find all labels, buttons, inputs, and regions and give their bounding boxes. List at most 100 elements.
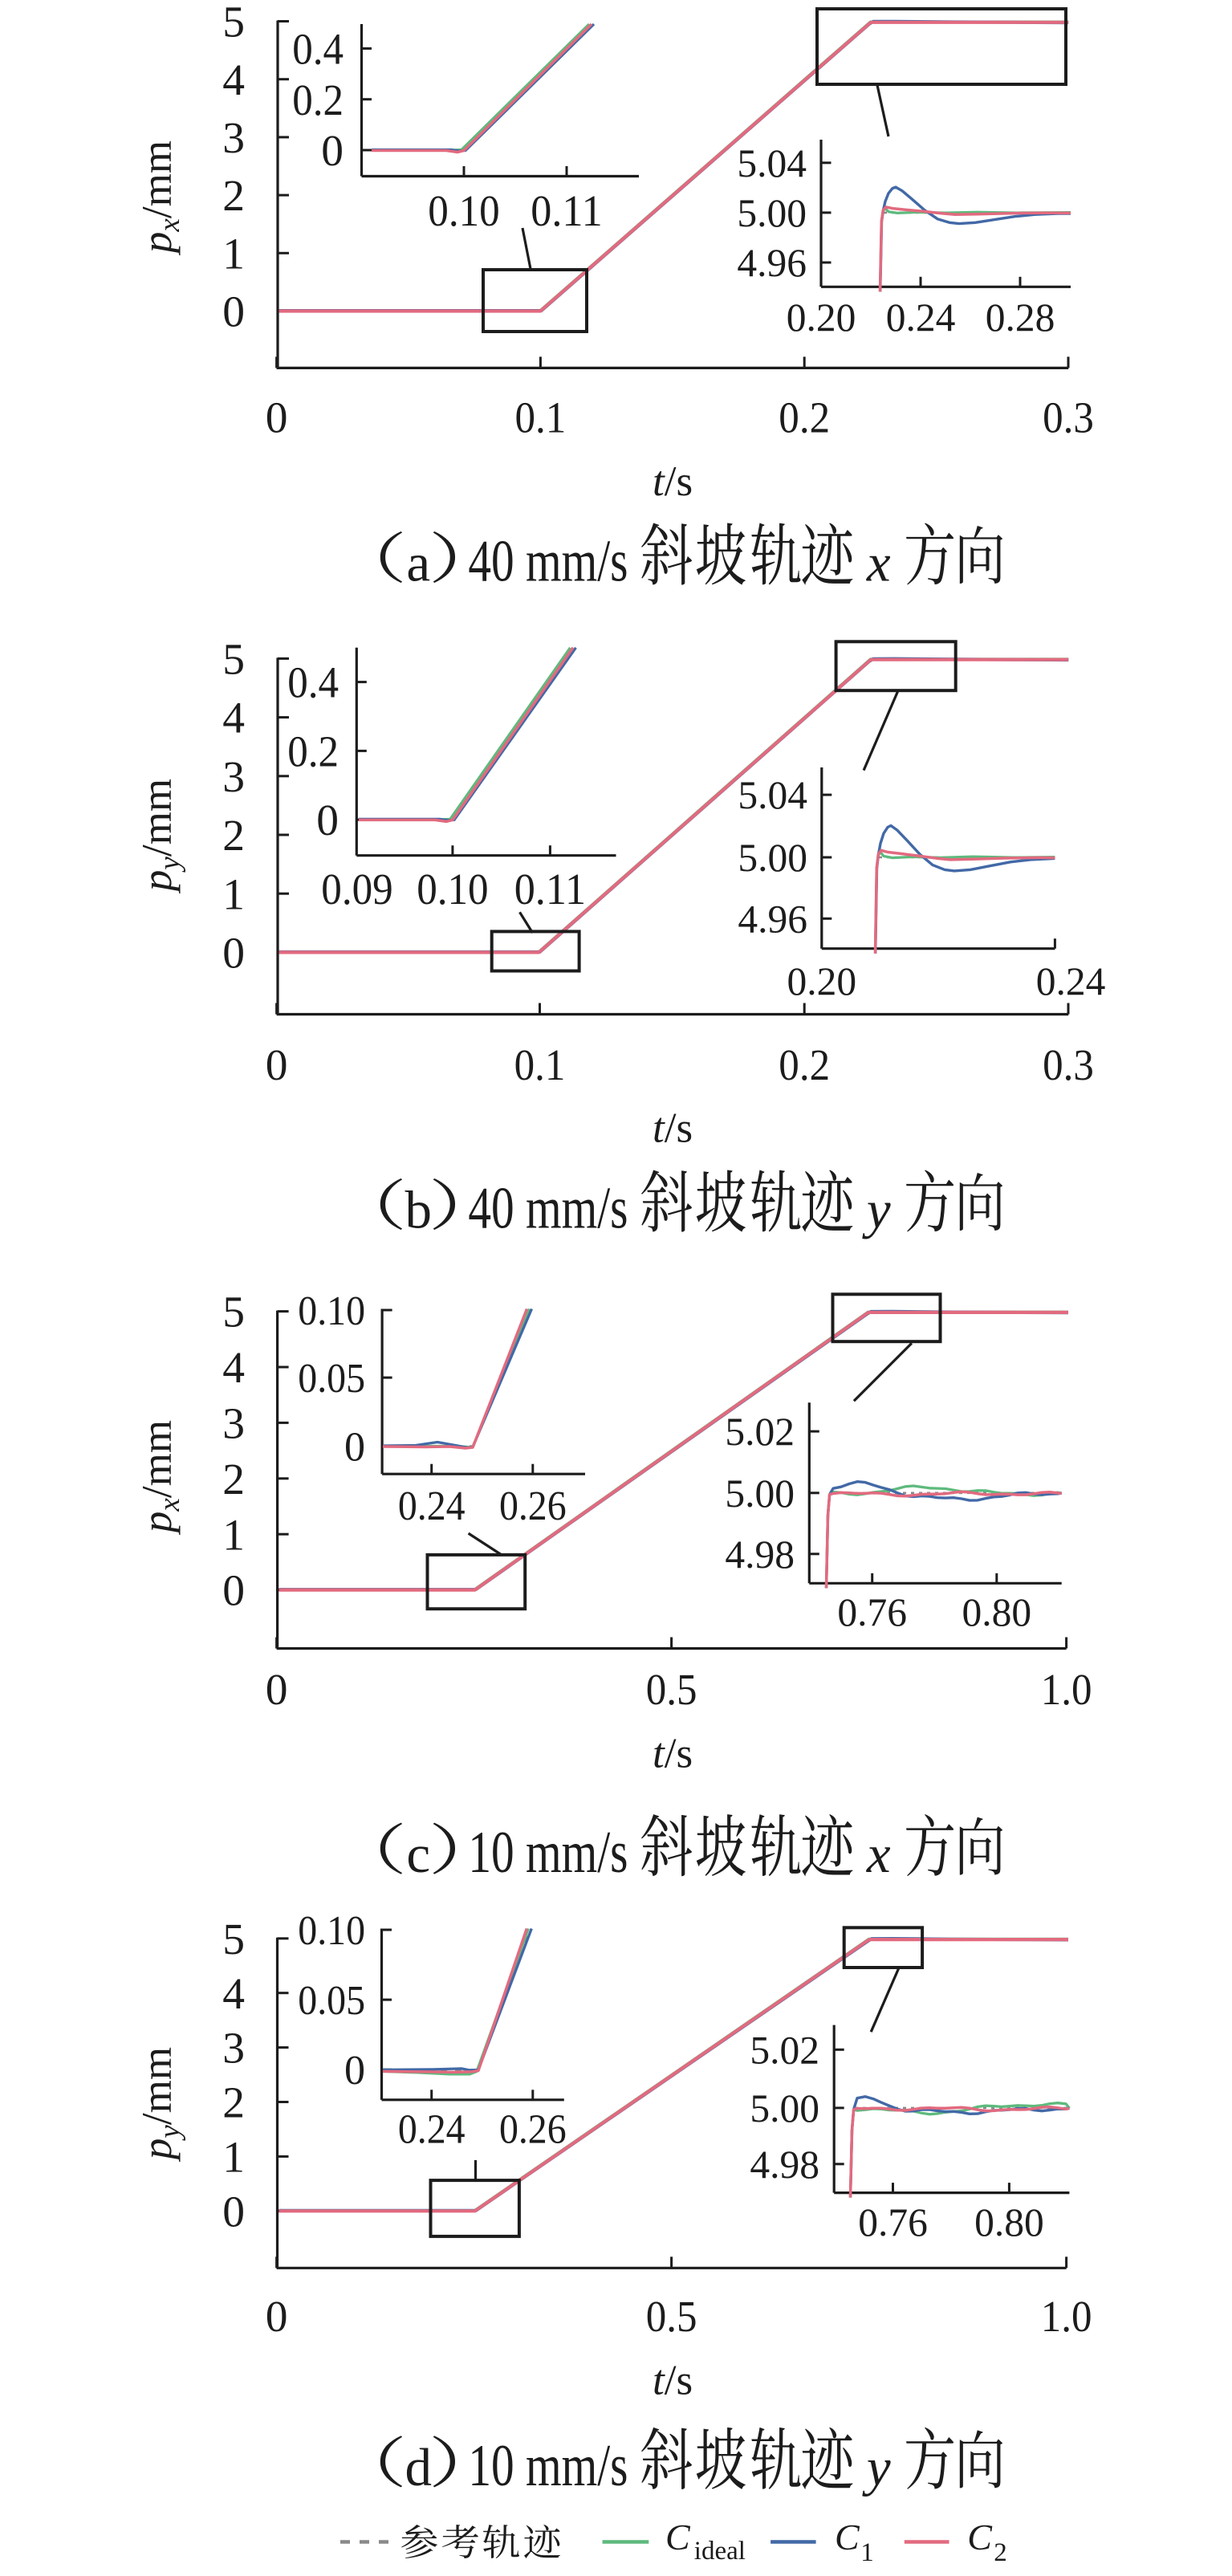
svg-text:40 mm/s: 40 mm/s bbox=[468, 1176, 628, 1242]
svg-text:4: 4 bbox=[222, 1970, 245, 2019]
svg-text:0: 0 bbox=[266, 2293, 288, 2342]
svg-text:1.0: 1.0 bbox=[1041, 2293, 1092, 2342]
svg-text:4.98: 4.98 bbox=[725, 1532, 795, 1577]
svg-text:0.80: 0.80 bbox=[974, 2200, 1044, 2244]
svg-text:0.24: 0.24 bbox=[886, 295, 956, 340]
svg-text:4.96: 4.96 bbox=[737, 241, 807, 285]
svg-text:0.24: 0.24 bbox=[398, 1483, 466, 1529]
svg-text:0.20: 0.20 bbox=[787, 295, 856, 340]
svg-text:5.00: 5.00 bbox=[737, 191, 807, 235]
svg-text:0.4: 0.4 bbox=[292, 26, 344, 75]
svg-text:0.5: 0.5 bbox=[646, 2293, 697, 2342]
svg-text:C: C bbox=[967, 2517, 993, 2558]
svg-text:0.2: 0.2 bbox=[779, 394, 830, 443]
svg-text:0.09: 0.09 bbox=[321, 865, 392, 914]
svg-text:px/mm: px/mm bbox=[134, 1420, 186, 1536]
svg-text:py/mm: py/mm bbox=[134, 779, 186, 894]
svg-text:2: 2 bbox=[222, 1455, 245, 1504]
svg-text:0: 0 bbox=[316, 796, 339, 845]
svg-text:x: x bbox=[866, 1825, 891, 1884]
svg-text:0.11: 0.11 bbox=[514, 865, 586, 914]
svg-text:0: 0 bbox=[266, 1666, 288, 1715]
svg-text:1.0: 1.0 bbox=[1041, 1666, 1092, 1715]
svg-text:5.00: 5.00 bbox=[725, 1471, 795, 1516]
svg-text:1: 1 bbox=[222, 230, 245, 279]
svg-text:d: d bbox=[405, 2438, 433, 2497]
svg-text:1: 1 bbox=[222, 2134, 245, 2183]
svg-text:0.10: 0.10 bbox=[298, 1908, 365, 1954]
svg-text:0.10: 0.10 bbox=[428, 187, 499, 236]
svg-text:t/s: t/s bbox=[653, 2358, 693, 2404]
svg-text:x: x bbox=[866, 534, 891, 593]
svg-text:px/mm: px/mm bbox=[134, 140, 186, 256]
svg-text:0.24: 0.24 bbox=[398, 2107, 466, 2153]
svg-text:py/mm: py/mm bbox=[134, 2047, 186, 2163]
svg-text:0.1: 0.1 bbox=[514, 1041, 566, 1090]
svg-text:0: 0 bbox=[344, 1425, 365, 1471]
svg-text:0.05: 0.05 bbox=[298, 1978, 365, 2024]
svg-text:y: y bbox=[862, 1181, 891, 1240]
svg-text:2: 2 bbox=[222, 812, 245, 861]
svg-text:0.4: 0.4 bbox=[287, 659, 339, 708]
svg-text:5: 5 bbox=[222, 1915, 245, 1964]
svg-text:0.80: 0.80 bbox=[962, 1590, 1031, 1634]
svg-text:4: 4 bbox=[222, 1344, 245, 1393]
svg-text:0: 0 bbox=[222, 288, 245, 337]
svg-text:0.2: 0.2 bbox=[292, 76, 344, 125]
svg-text:0.28: 0.28 bbox=[986, 295, 1055, 340]
svg-text:0: 0 bbox=[266, 1041, 288, 1090]
svg-text:10 mm/s: 10 mm/s bbox=[468, 1820, 628, 1886]
svg-text:2: 2 bbox=[994, 2538, 1007, 2567]
svg-text:5: 5 bbox=[222, 0, 245, 47]
svg-text:5: 5 bbox=[222, 636, 245, 685]
svg-text:3: 3 bbox=[222, 1400, 245, 1449]
svg-text:3: 3 bbox=[222, 2025, 245, 2073]
svg-text:2: 2 bbox=[222, 172, 245, 221]
svg-text:0.1: 0.1 bbox=[515, 394, 567, 443]
svg-text:ideal: ideal bbox=[694, 2537, 746, 2566]
svg-text:0: 0 bbox=[222, 1567, 245, 1616]
svg-text:1: 1 bbox=[222, 870, 245, 919]
svg-text:0: 0 bbox=[344, 2048, 365, 2094]
svg-text:y: y bbox=[862, 2438, 891, 2497]
svg-text:10 mm/s: 10 mm/s bbox=[468, 2433, 628, 2499]
svg-text:5.00: 5.00 bbox=[750, 2086, 819, 2130]
svg-text:0: 0 bbox=[222, 930, 245, 979]
svg-text:5.02: 5.02 bbox=[725, 1410, 795, 1454]
svg-text:0.3: 0.3 bbox=[1043, 1041, 1094, 1090]
svg-text:C: C bbox=[665, 2517, 691, 2558]
svg-text:0.20: 0.20 bbox=[787, 959, 856, 1003]
svg-text:5.02: 5.02 bbox=[750, 2028, 819, 2072]
svg-text:0.26: 0.26 bbox=[499, 2107, 567, 2153]
svg-text:4: 4 bbox=[222, 56, 245, 105]
svg-text:t/s: t/s bbox=[653, 1731, 693, 1777]
svg-text:0.5: 0.5 bbox=[646, 1666, 697, 1715]
svg-text:t/s: t/s bbox=[653, 1105, 693, 1152]
svg-text:0.2: 0.2 bbox=[287, 728, 339, 777]
svg-text:0.3: 0.3 bbox=[1043, 394, 1094, 443]
svg-text:0.76: 0.76 bbox=[837, 1590, 907, 1634]
svg-text:t/s: t/s bbox=[653, 458, 693, 505]
svg-text:0.26: 0.26 bbox=[499, 1483, 567, 1529]
svg-text:0.2: 0.2 bbox=[779, 1041, 830, 1090]
svg-text:0.24: 0.24 bbox=[1036, 959, 1106, 1003]
svg-text:0: 0 bbox=[321, 127, 344, 176]
svg-text:5.04: 5.04 bbox=[738, 773, 807, 817]
svg-text:1: 1 bbox=[860, 2538, 874, 2567]
svg-text:3: 3 bbox=[222, 753, 245, 802]
svg-text:4.98: 4.98 bbox=[750, 2143, 819, 2187]
svg-text:0: 0 bbox=[266, 394, 288, 443]
svg-text:a: a bbox=[406, 534, 430, 593]
svg-text:5.00: 5.00 bbox=[738, 836, 807, 880]
svg-text:40 mm/s: 40 mm/s bbox=[468, 529, 628, 595]
svg-text:0.10: 0.10 bbox=[417, 865, 488, 914]
svg-text:2: 2 bbox=[222, 2079, 245, 2128]
svg-text:0.05: 0.05 bbox=[298, 1356, 365, 1402]
svg-text:4.96: 4.96 bbox=[738, 897, 807, 941]
svg-text:4: 4 bbox=[222, 694, 245, 743]
svg-text:3: 3 bbox=[222, 114, 245, 163]
svg-text:C: C bbox=[835, 2517, 860, 2558]
svg-text:c: c bbox=[406, 1825, 430, 1884]
svg-text:0.76: 0.76 bbox=[858, 2200, 928, 2244]
svg-text:0.10: 0.10 bbox=[298, 1288, 365, 1334]
